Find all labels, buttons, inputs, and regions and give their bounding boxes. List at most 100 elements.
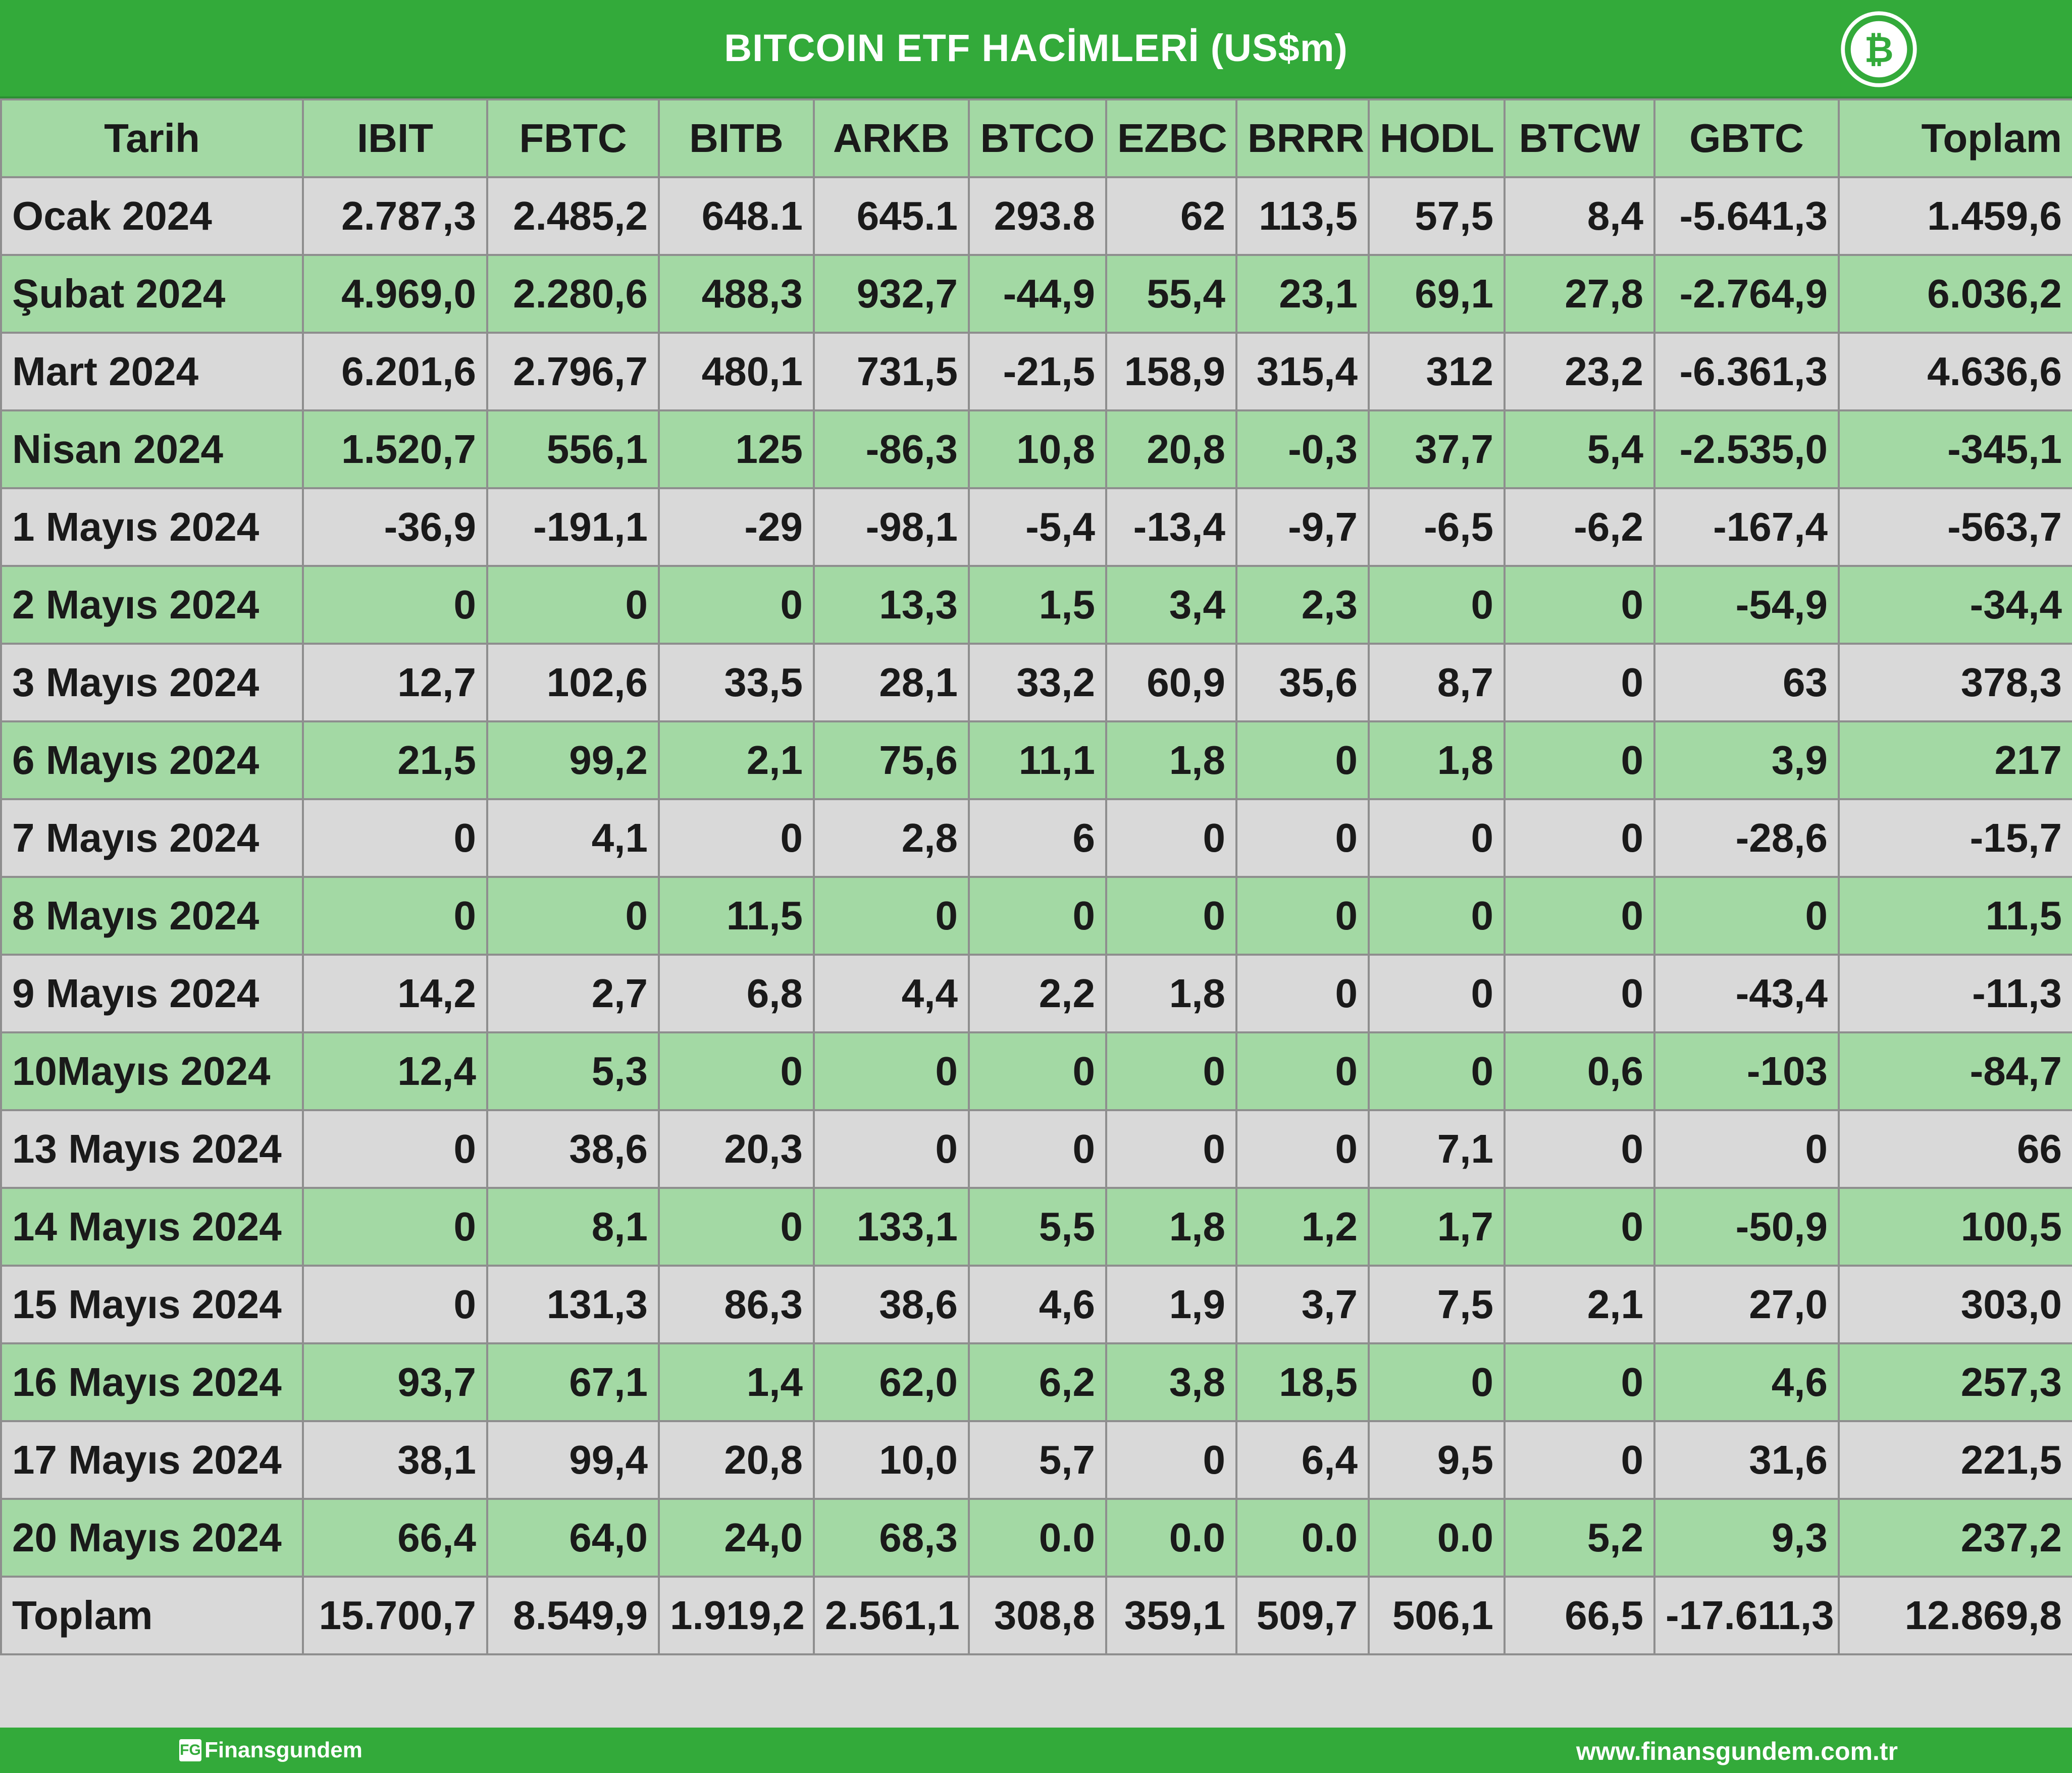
cell-brrr: 0: [1235, 720, 1370, 800]
total-brrr: 509,7: [1235, 1576, 1370, 1655]
cell-fbtc: 2.796,7: [486, 332, 660, 411]
cell-btco: 293.8: [968, 176, 1107, 256]
cell-ezbc: 0: [1105, 1109, 1237, 1189]
total-arkb: 2.561,1: [813, 1576, 970, 1655]
table-row: 14 Mayıs 2024 0 8,1 0 133,1 5,5 1,8 1,2 1,7 0 -50,…: [0, 1187, 2072, 1267]
row-date: Nisan 2024: [0, 409, 304, 489]
cell-btcw: 0: [1504, 1109, 1655, 1189]
cell-gbtc: -2.764,9: [1653, 254, 1840, 334]
cell-btcw: 0: [1504, 876, 1655, 956]
cell-hodl: 0.0: [1368, 1498, 1506, 1578]
cell-hodl: 9,5: [1368, 1420, 1506, 1500]
cell-ezbc: 0.0: [1105, 1498, 1237, 1578]
cell-ibit: 12,4: [302, 1031, 488, 1111]
footer-bar: FG Finansgundem www.finansgundem.com.tr: [0, 1728, 2072, 1773]
cell-toplam: -15,7: [1838, 798, 2072, 878]
cell-arkb: 932,7: [813, 254, 970, 334]
cell-brrr: 0: [1235, 1031, 1370, 1111]
cell-ibit: 0: [302, 1187, 488, 1267]
table-row: 10Mayıs 2024 12,4 5,3 0 0 0 0 0 0 0,6 -103 -84,7: [0, 1031, 2072, 1111]
svg-text:₿: ₿: [1864, 29, 1893, 70]
cell-btco: 0: [968, 876, 1107, 956]
cell-gbtc: 9,3: [1653, 1498, 1840, 1578]
total-row: Toplam 15.700,7 8.549,9 1.919,2 2.561,1 308,8…: [0, 1576, 2072, 1655]
table-row: 13 Mayıs 2024 0 38,6 20,3 0 0 0 0 7,1 0 0 66: [0, 1109, 2072, 1189]
cell-ezbc: 1,8: [1105, 1187, 1237, 1267]
row-date: 2 Mayıs 2024: [0, 565, 304, 645]
cell-hodl: 69,1: [1368, 254, 1506, 334]
cell-hodl: 8,7: [1368, 643, 1506, 722]
cell-btco: 2,2: [968, 954, 1107, 1033]
cell-ibit: -36,9: [302, 487, 488, 567]
cell-brrr: -9,7: [1235, 487, 1370, 567]
cell-btcw: 0: [1504, 565, 1655, 645]
cell-fbtc: 99,4: [486, 1420, 660, 1500]
column-header-bitb: BITB: [658, 98, 815, 178]
total-btcw: 66,5: [1504, 1576, 1655, 1655]
finansgundem-logo: FG Finansgundem: [179, 1738, 362, 1763]
cell-gbtc: -167,4: [1653, 487, 1840, 567]
cell-arkb: 13,3: [813, 565, 970, 645]
cell-bitb: 1,4: [658, 1342, 815, 1422]
cell-ezbc: 0: [1105, 876, 1237, 956]
cell-ibit: 38,1: [302, 1420, 488, 1500]
cell-ibit: 0: [302, 1265, 488, 1344]
cell-brrr: 1,2: [1235, 1187, 1370, 1267]
row-date: Şubat 2024: [0, 254, 304, 334]
brand-mark-icon: FG: [179, 1739, 201, 1761]
cell-bitb: 6,8: [658, 954, 815, 1033]
cell-btcw: 0: [1504, 643, 1655, 722]
total-fbtc: 8.549,9: [486, 1576, 660, 1655]
cell-brrr: 0: [1235, 798, 1370, 878]
cell-toplam: -563,7: [1838, 487, 2072, 567]
cell-btcw: 27,8: [1504, 254, 1655, 334]
column-header-gbtc: GBTC: [1653, 98, 1840, 178]
cell-arkb: 10,0: [813, 1420, 970, 1500]
cell-gbtc: 3,9: [1653, 720, 1840, 800]
cell-brrr: 315,4: [1235, 332, 1370, 411]
cell-ibit: 6.201,6: [302, 332, 488, 411]
cell-toplam: 237,2: [1838, 1498, 2072, 1578]
total-hodl: 506,1: [1368, 1576, 1506, 1655]
cell-btco: 0: [968, 1109, 1107, 1189]
cell-arkb: 0: [813, 1031, 970, 1111]
brand-name: Finansgundem: [204, 1738, 362, 1762]
cell-ezbc: 3,8: [1105, 1342, 1237, 1422]
table-row: Mart 2024 6.201,6 2.796,7 480,1 731,5 -21,5 15…: [0, 332, 2072, 411]
cell-brrr: 0: [1235, 1109, 1370, 1189]
cell-btcw: 0: [1504, 720, 1655, 800]
table-row: 17 Mayıs 2024 38,1 99,4 20,8 10,0 5,7 0 6,4 9,5 0…: [0, 1420, 2072, 1500]
row-date: Ocak 2024: [0, 176, 304, 256]
table-row: 8 Mayıs 2024 0 0 11,5 0 0 0 0 0 0 0 11,5: [0, 876, 2072, 956]
cell-ezbc: 0: [1105, 798, 1237, 878]
cell-ibit: 14,2: [302, 954, 488, 1033]
total-bitb: 1.919,2: [658, 1576, 815, 1655]
cell-brrr: 0.0: [1235, 1498, 1370, 1578]
cell-bitb: 24,0: [658, 1498, 815, 1578]
total-toplam: 12.869,8: [1838, 1576, 2072, 1655]
cell-bitb: 11,5: [658, 876, 815, 956]
cell-btcw: 5,2: [1504, 1498, 1655, 1578]
cell-hodl: -6,5: [1368, 487, 1506, 567]
cell-bitb: 480,1: [658, 332, 815, 411]
cell-fbtc: 38,6: [486, 1109, 660, 1189]
cell-hodl: 57,5: [1368, 176, 1506, 256]
cell-ibit: 93,7: [302, 1342, 488, 1422]
cell-arkb: 645.1: [813, 176, 970, 256]
row-date: 8 Mayıs 2024: [0, 876, 304, 956]
website-link[interactable]: www.finansgundem.com.tr: [1576, 1737, 1898, 1765]
table-row: 2 Mayıs 2024 0 0 0 13,3 1,5 3,4 2,3 0 0 -54,9 -34,4: [0, 565, 2072, 645]
cell-toplam: 11,5: [1838, 876, 2072, 956]
row-date: 16 Mayıs 2024: [0, 1342, 304, 1422]
cell-ibit: 1.520,7: [302, 409, 488, 489]
cell-btcw: 5,4: [1504, 409, 1655, 489]
cell-fbtc: -191,1: [486, 487, 660, 567]
cell-ibit: 0: [302, 1109, 488, 1189]
cell-brrr: 2,3: [1235, 565, 1370, 645]
table-row: 15 Mayıs 2024 0 131,3 86,3 38,6 4,6 1,9 3,7 7,5 2…: [0, 1265, 2072, 1344]
cell-btco: 5,5: [968, 1187, 1107, 1267]
table-row: 16 Mayıs 2024 93,7 67,1 1,4 62,0 6,2 3,8 18,5 0 0…: [0, 1342, 2072, 1422]
cell-ibit: 0: [302, 798, 488, 878]
etf-volume-table: Tarih IBIT FBTC BITB ARKB BTCO EZBC BRRR HODL BTC…: [0, 98, 2072, 1655]
